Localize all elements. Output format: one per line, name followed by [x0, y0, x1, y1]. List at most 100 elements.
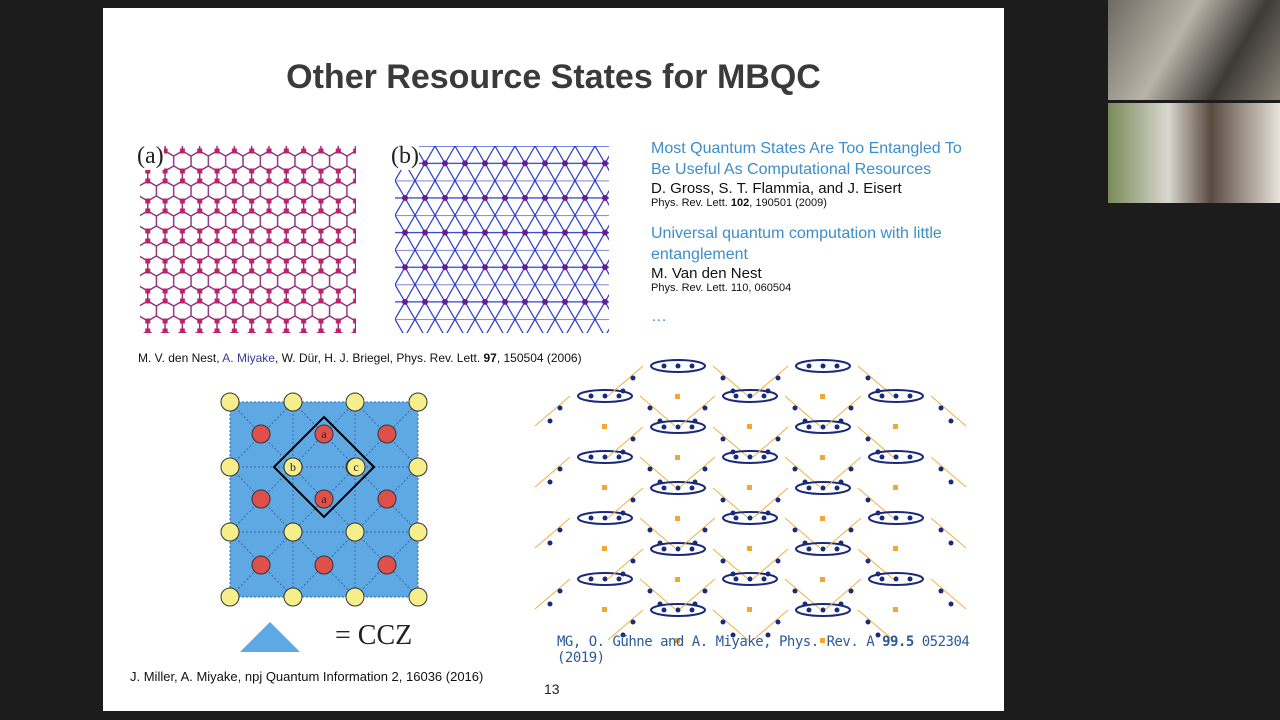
qubit — [893, 515, 899, 521]
qubit — [720, 619, 726, 625]
text: , 150504 (2006) — [496, 351, 582, 365]
qubit — [602, 393, 608, 399]
edge — [607, 487, 644, 519]
loop — [795, 542, 851, 556]
edge — [679, 578, 716, 610]
qubit — [557, 588, 563, 594]
loop — [577, 389, 633, 403]
citation: MG, O. Gühne and A. Miyake, Phys. Rev. A… — [557, 634, 1004, 666]
yellow-qubit — [408, 587, 428, 607]
qubit — [702, 588, 708, 594]
loop — [722, 389, 778, 403]
webcam-tile — [1108, 0, 1280, 100]
text: , W. Dür, H. J. Briegel, Phys. Rev. Lett… — [274, 351, 484, 365]
qubit — [834, 485, 840, 491]
edge — [825, 517, 862, 549]
qubit — [661, 363, 667, 369]
qubit — [689, 607, 695, 613]
red-qubit — [314, 424, 334, 444]
edge — [825, 395, 862, 427]
ccz-lattice: a b c a — [220, 392, 428, 652]
qubit — [675, 607, 681, 613]
qubit — [761, 515, 767, 521]
text: Phys. Rev. Lett. — [651, 197, 731, 209]
qubit — [865, 619, 871, 625]
qubit — [834, 424, 840, 430]
edge — [930, 395, 967, 427]
qubit — [848, 405, 854, 411]
triangular-lattice — [395, 146, 609, 333]
node-label: c — [353, 460, 358, 474]
qubit — [834, 607, 840, 613]
ancilla — [675, 516, 680, 521]
qubit — [675, 424, 681, 430]
ancilla — [893, 546, 898, 551]
qubit — [938, 527, 944, 533]
qubit — [747, 576, 753, 582]
edge — [930, 456, 967, 488]
qubit — [875, 632, 881, 638]
qubit — [806, 424, 812, 430]
qubit — [893, 454, 899, 460]
ancilla — [675, 638, 680, 643]
qubit — [675, 546, 681, 552]
qubit — [547, 479, 553, 485]
loop — [795, 420, 851, 434]
ancilla — [747, 485, 752, 490]
ancilla — [675, 577, 680, 582]
qubit — [765, 632, 771, 638]
loop — [868, 389, 924, 403]
node-label: a — [321, 427, 327, 441]
qubit — [848, 588, 854, 594]
ellipsis: … — [651, 308, 667, 325]
text: 97 — [483, 351, 497, 365]
loop — [577, 511, 633, 525]
qubit — [647, 588, 653, 594]
qubit — [675, 363, 681, 369]
loop — [722, 450, 778, 464]
qubit — [848, 466, 854, 472]
loop — [722, 572, 778, 586]
qubit — [948, 601, 954, 607]
qubit — [733, 576, 739, 582]
qubit — [630, 497, 636, 503]
red-qubit — [314, 555, 334, 575]
ancilla — [747, 607, 752, 612]
qubit — [879, 393, 885, 399]
figure-label: (a) — [137, 143, 164, 170]
text: MG, O. Gühne and A. Miyake, Phys. Rev. A — [557, 634, 883, 650]
red-qubit — [314, 489, 334, 509]
edge — [930, 517, 967, 549]
edge — [534, 395, 571, 427]
edge — [752, 487, 789, 519]
qubit — [661, 607, 667, 613]
qubit — [938, 466, 944, 472]
node-label: a — [321, 492, 327, 506]
yellow-qubit — [283, 587, 303, 607]
ancilla — [675, 455, 680, 460]
qubit — [702, 405, 708, 411]
qubit — [689, 485, 695, 491]
edge — [607, 426, 644, 458]
qubit — [765, 510, 771, 516]
red-qubit — [251, 424, 271, 444]
qubit — [792, 466, 798, 472]
slide-title: Other Resource States for MBQC — [286, 58, 821, 96]
loop — [650, 481, 706, 495]
qubit — [775, 497, 781, 503]
qubit — [893, 576, 899, 582]
yellow-qubit — [220, 587, 240, 607]
edge — [752, 548, 789, 580]
qubit — [747, 515, 753, 521]
qubit — [820, 424, 826, 430]
qubit — [557, 405, 563, 411]
ancilla — [893, 607, 898, 612]
red-qubit — [251, 555, 271, 575]
yellow-qubit — [345, 392, 365, 412]
qubit — [907, 393, 913, 399]
qubit — [865, 497, 871, 503]
qubit — [630, 619, 636, 625]
qubit — [616, 576, 622, 582]
loop — [577, 572, 633, 586]
qubit — [938, 588, 944, 594]
